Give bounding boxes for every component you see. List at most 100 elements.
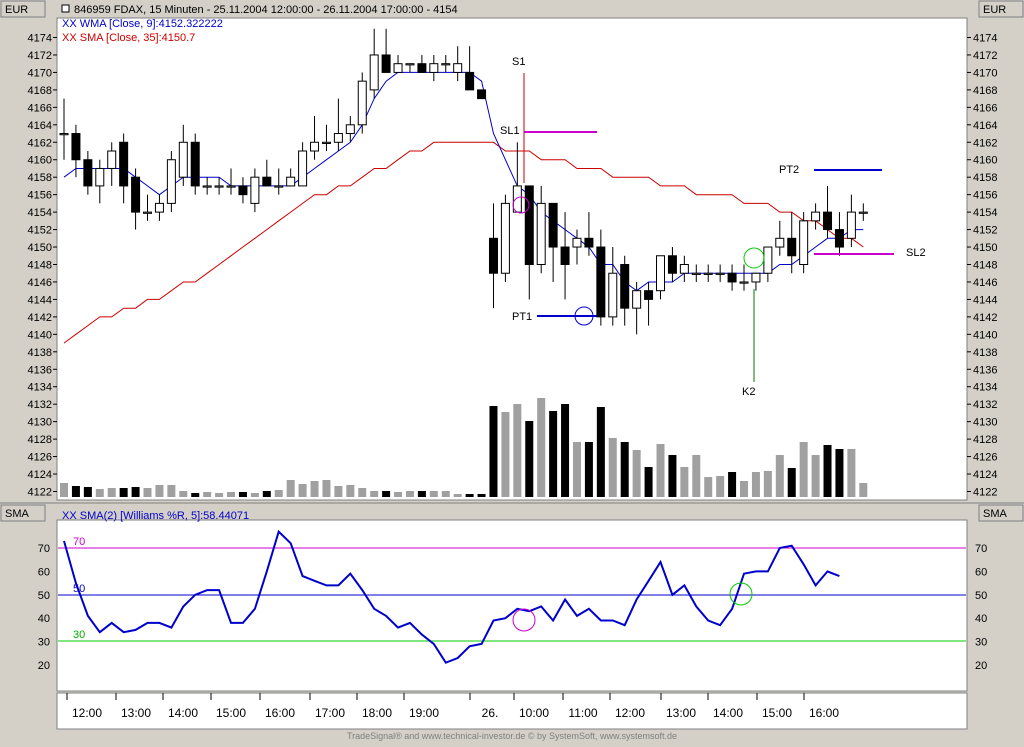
candle-body <box>787 237 797 257</box>
volume-bar <box>143 488 152 497</box>
osc-tick-right: 70 <box>975 543 987 555</box>
candle-body <box>333 133 343 143</box>
volume-bar <box>155 485 164 497</box>
volume-bar <box>740 481 749 497</box>
volume-bar <box>453 494 462 497</box>
volume-bar <box>238 492 247 497</box>
candle-body <box>119 141 129 187</box>
volume-bar <box>334 486 343 497</box>
candle-body <box>202 185 212 188</box>
pt2-label: PT2 <box>779 164 799 176</box>
time-tick-label: 13:00 <box>666 706 696 720</box>
volume-bar <box>95 489 104 497</box>
price-tick-left: 4156 <box>28 190 52 202</box>
candle-body <box>644 290 654 300</box>
osc-box-left <box>0 504 46 522</box>
price-tick-left: 4150 <box>28 242 52 254</box>
candle-body <box>143 211 153 214</box>
candle-body <box>298 150 308 187</box>
volume-bar <box>394 492 403 497</box>
price-tick-right: 4164 <box>973 120 997 132</box>
volume-bar <box>704 477 713 497</box>
volume-bar <box>692 455 701 497</box>
volume-bar <box>763 471 772 497</box>
volume-bar <box>83 487 92 497</box>
osc-tick-right: 60 <box>975 566 987 578</box>
time-tick-label: 16:00 <box>265 706 295 720</box>
price-tick-left: 4122 <box>28 487 52 499</box>
candle-body <box>608 272 618 318</box>
candle-body <box>584 237 594 248</box>
volume-bar <box>728 472 737 497</box>
price-tick-left: 4174 <box>28 33 52 45</box>
price-tick-left: 4142 <box>28 312 52 324</box>
price-tick-right: 4146 <box>973 277 997 289</box>
osc-tick-left: 60 <box>38 566 50 578</box>
osc-right-label: SMA <box>983 508 1008 520</box>
price-tick-left: 4136 <box>28 364 52 376</box>
osc-tick-right: 30 <box>975 637 987 649</box>
candle-body <box>834 229 844 248</box>
volume-bar <box>286 480 295 497</box>
sma-line-layer <box>63 141 864 344</box>
volume-bar <box>405 491 414 497</box>
price-tick-right: 4162 <box>973 137 997 149</box>
instrument-icon[interactable] <box>61 4 70 13</box>
candle-body <box>811 211 821 222</box>
volume-bar <box>608 438 617 497</box>
time-tick-label: 14:00 <box>713 706 743 720</box>
price-tick-right: 4156 <box>973 190 997 202</box>
price-tick-right: 4126 <box>973 452 997 464</box>
time-axis-panel <box>56 692 968 730</box>
price-tick-right: 4150 <box>973 242 997 254</box>
time-tick-label: 15:00 <box>216 706 246 720</box>
price-tick-right: 4152 <box>973 225 997 237</box>
volume-bar <box>370 491 379 497</box>
candle-body <box>667 255 677 274</box>
volume-bar <box>584 442 593 497</box>
time-tick-label: 16:00 <box>809 706 839 720</box>
price-tick-right: 4128 <box>973 434 997 446</box>
oscillator-axis-right: 20 30 40 50 60 70 <box>975 543 987 672</box>
price-tick-right: 4170 <box>973 67 997 79</box>
volume-bar <box>489 406 498 497</box>
time-tick-label: 15:00 <box>762 706 792 720</box>
currency-right: EUR <box>983 4 1006 16</box>
osc-tick-left: 30 <box>38 637 50 649</box>
volume-bar <box>823 445 832 497</box>
price-tick-left: 4172 <box>28 50 52 62</box>
candle-body <box>178 141 188 178</box>
price-tick-right: 4160 <box>973 155 997 167</box>
pt1-circle <box>574 306 594 326</box>
volume-bar <box>632 450 641 497</box>
candle-body <box>274 185 284 188</box>
candle-body <box>226 185 236 188</box>
price-tick-left: 4158 <box>28 172 52 184</box>
volume-bar <box>119 488 128 497</box>
wma-legend: XX WMA [Close, 9]:4152.322222 <box>62 18 223 30</box>
price-panel[interactable] <box>56 17 968 501</box>
osc-tick-right: 20 <box>975 660 987 672</box>
time-tick-label: 12:00 <box>615 706 645 720</box>
volume-bar <box>477 494 486 497</box>
candle-body <box>286 176 296 187</box>
volume-bar <box>227 492 236 497</box>
candle-body <box>512 185 522 213</box>
candle-body <box>381 54 391 73</box>
volume-bar <box>382 491 391 497</box>
candle-body <box>727 272 737 283</box>
volume-bar <box>167 485 176 497</box>
time-tick-label: 18:00 <box>362 706 392 720</box>
price-tick-right: 4138 <box>973 347 997 359</box>
osc-tick-left: 20 <box>38 660 50 672</box>
price-tick-left: 4148 <box>28 260 52 272</box>
sma-line <box>63 141 864 344</box>
volume-bar <box>358 488 367 497</box>
price-tick-right: 4136 <box>973 364 997 376</box>
volume-bar <box>346 485 355 497</box>
oscillator-panel[interactable] <box>56 519 968 692</box>
price-tick-left: 4168 <box>28 85 52 97</box>
price-tick-right: 4154 <box>973 207 997 219</box>
sl1-label: SL1 <box>500 125 520 137</box>
